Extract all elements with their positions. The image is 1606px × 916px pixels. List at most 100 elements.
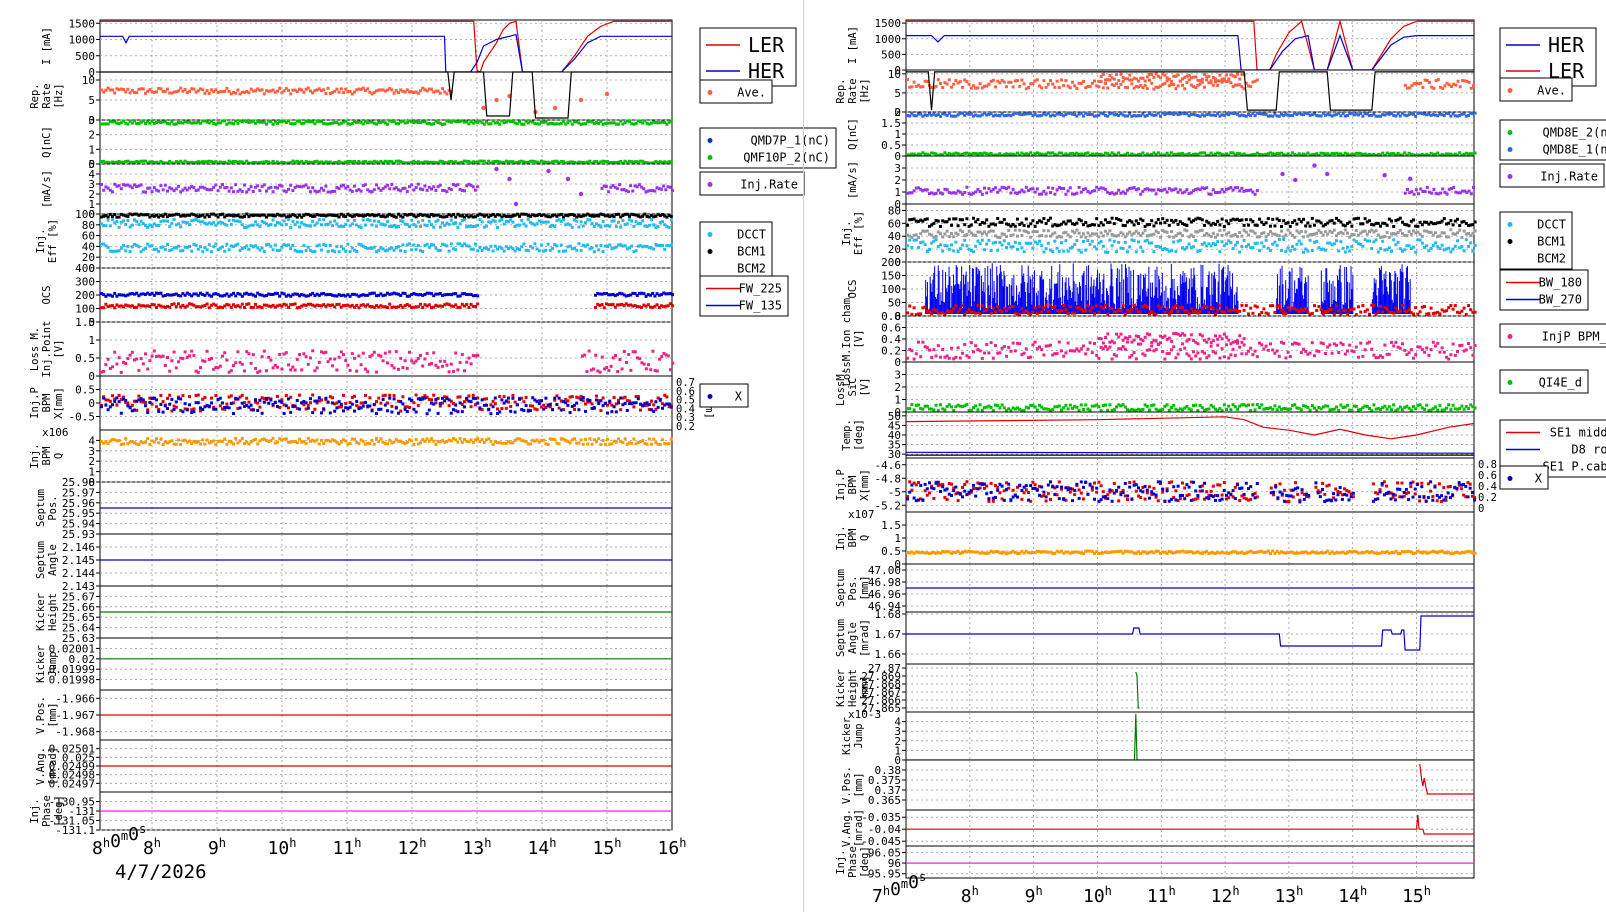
- data-point: [362, 352, 365, 355]
- data-point: [245, 245, 248, 248]
- data-point: [316, 221, 319, 224]
- data-point: [296, 399, 299, 402]
- data-point: [313, 408, 316, 411]
- data-point: [1128, 74, 1131, 77]
- data-point: [919, 232, 922, 235]
- data-point: [1432, 87, 1435, 90]
- y-axis-label: Inj.: [35, 228, 47, 253]
- data-point: [120, 371, 123, 374]
- data-point: [586, 243, 589, 246]
- data-point: [635, 401, 638, 404]
- legend-swatch: [708, 90, 713, 95]
- data-point: [397, 225, 400, 228]
- legend-label: LER: [748, 33, 785, 57]
- data-point: [560, 244, 563, 247]
- data-point: [329, 244, 332, 247]
- data-point: [1309, 225, 1312, 228]
- data-point: [573, 408, 576, 411]
- data-point: [382, 398, 385, 401]
- data-point: [1018, 85, 1021, 88]
- data-point: [459, 395, 462, 398]
- data-point: [406, 410, 409, 413]
- data-point: [465, 361, 468, 364]
- data-point: [1441, 87, 1444, 90]
- data-point: [261, 88, 264, 91]
- data-point: [626, 409, 629, 412]
- data-point: [287, 397, 290, 400]
- data-point: [1419, 82, 1422, 85]
- data-point: [641, 439, 644, 442]
- data-point: [371, 409, 374, 412]
- data-point: [368, 219, 371, 222]
- data-point: [575, 402, 578, 405]
- data-point: [1203, 86, 1206, 89]
- data-point: [994, 223, 997, 226]
- data-point: [157, 250, 160, 253]
- data-point: [638, 357, 641, 360]
- data-point: [232, 190, 235, 193]
- data-point: [252, 190, 255, 193]
- legend-label: Inj.Rate: [740, 178, 798, 192]
- data-point: [937, 78, 940, 81]
- data-point: [553, 225, 556, 228]
- data-point: [346, 185, 349, 188]
- data-point: [406, 190, 409, 193]
- y-axis-label: [Hz]: [53, 83, 65, 108]
- data-point: [289, 411, 292, 414]
- data-point: [630, 245, 633, 248]
- data-point: [1205, 78, 1208, 81]
- data-point: [333, 358, 336, 361]
- plot-frame: [906, 204, 1474, 262]
- data-point: [1075, 192, 1078, 195]
- data-point: [1042, 79, 1045, 82]
- axis-exponent: x106: [42, 426, 69, 439]
- data-point: [595, 244, 598, 247]
- data-point: [588, 399, 591, 402]
- data-point: [1137, 187, 1140, 190]
- data-point: [439, 184, 442, 187]
- data-point: [1148, 79, 1151, 82]
- data-point: [1159, 115, 1162, 118]
- data-point: [166, 407, 169, 410]
- data-point: [500, 398, 503, 401]
- data-point: [459, 437, 462, 440]
- y-axis-label: Rate: [41, 83, 53, 108]
- data-point: [263, 401, 266, 404]
- data-point: [1016, 79, 1019, 82]
- data-point: [126, 357, 129, 360]
- data-point: [126, 402, 129, 405]
- data-point: [624, 244, 627, 247]
- data-point: [547, 221, 550, 224]
- data-point: [390, 411, 393, 414]
- data-point: [584, 438, 587, 441]
- data-point: [1082, 115, 1085, 118]
- data-point: [489, 412, 492, 415]
- data-point: [1148, 223, 1151, 226]
- data-point: [177, 222, 180, 225]
- data-point: [234, 92, 237, 95]
- y-axis-label: Rep.: [835, 78, 847, 103]
- data-point: [355, 370, 358, 373]
- y-tick-label: 0.5: [75, 352, 95, 365]
- data-point: [437, 366, 440, 369]
- data-point: [1293, 219, 1296, 222]
- data-point: [379, 355, 382, 358]
- data-point: [223, 90, 226, 93]
- data-point: [126, 219, 129, 222]
- data-point: [287, 244, 290, 247]
- y-axis-label: OCS: [41, 286, 53, 305]
- data-point: [624, 396, 627, 399]
- data-point: [518, 248, 521, 251]
- data-point: [1157, 218, 1160, 221]
- row-0-7: 0.50-0.5Inj.PBPMX[mm]0.70.60.50.40.30.2Y…: [29, 376, 748, 433]
- data-point: [148, 401, 151, 404]
- data-point: [316, 438, 319, 441]
- data-point: [351, 352, 354, 355]
- data-point: [992, 79, 995, 82]
- data-point: [104, 363, 107, 366]
- data-point: [520, 219, 523, 222]
- data-point: [111, 218, 114, 221]
- data-point: [225, 224, 228, 227]
- data-point: [498, 395, 501, 398]
- data-point: [472, 441, 475, 444]
